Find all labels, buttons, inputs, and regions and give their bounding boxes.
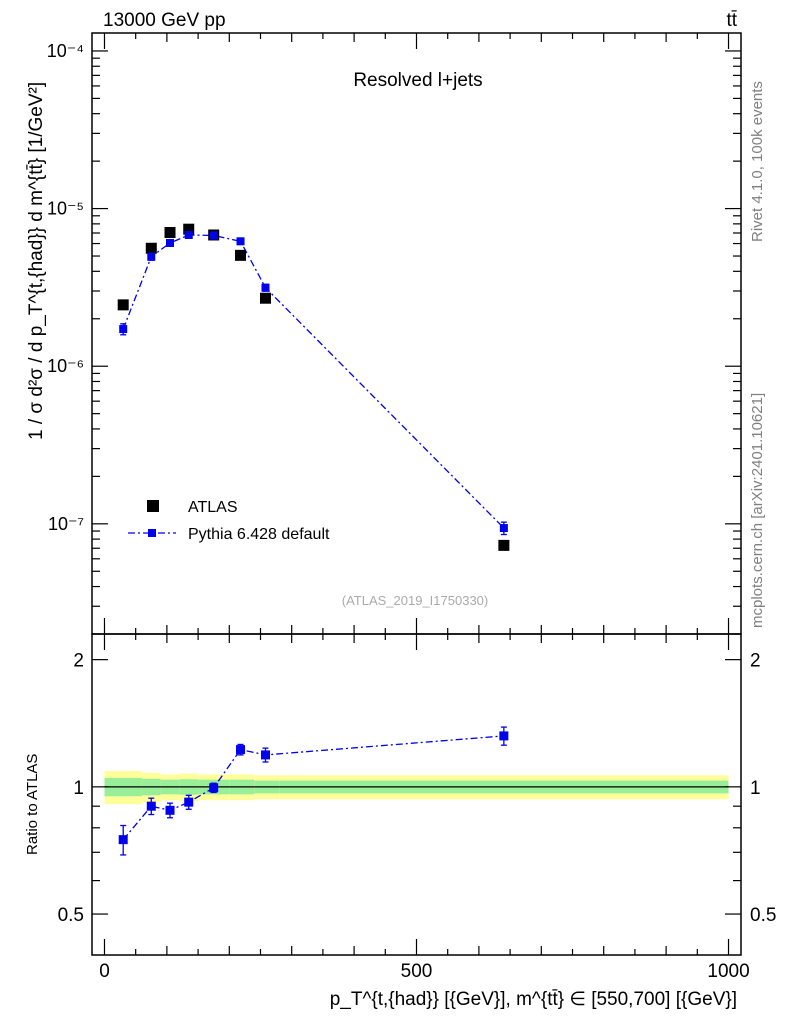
pythia-series-line xyxy=(122,234,505,529)
ratio-data-point xyxy=(499,731,509,741)
ratio-y-tick-label-right: 1 xyxy=(750,778,761,799)
ratio-y-tick-label-right: 0.5 xyxy=(750,905,776,926)
atlas-data-point xyxy=(164,227,176,239)
uncertainty-bands xyxy=(104,771,729,805)
ratio-data-point xyxy=(184,797,194,807)
analysis-watermark: (ATLAS_2019_I1750330) xyxy=(342,593,488,608)
y-tick-label: 10⁻⁶ xyxy=(47,356,84,376)
mcplots-source-label: mcplots.cern.ch [arXiv:2401.10621] xyxy=(749,393,766,628)
axis-ticks xyxy=(92,33,741,955)
data-marks xyxy=(117,223,510,856)
atlas-data-point xyxy=(183,223,195,235)
legend-atlas-label: ATLAS xyxy=(188,499,238,516)
plot-title: Resolved l+jets xyxy=(353,70,482,91)
ratio-data-point xyxy=(146,801,156,811)
ratio-y-tick-label: 0.5 xyxy=(58,905,84,926)
process-label: tt̄ xyxy=(726,10,737,31)
main-y-axis-title: 1 / σ d²σ / d p_T^{t,{had}} d m^{tt̄} [1… xyxy=(26,82,47,440)
pythia-data-point xyxy=(236,237,245,246)
ratio-y-tick-label: 1 xyxy=(73,778,84,799)
atlas-data-point xyxy=(259,292,271,304)
x-axis-title: p_T^{t,{had}} [{GeV}], m^{tt̄} ∈ [550,70… xyxy=(330,989,737,1010)
y-tick-label: 10⁻⁴ xyxy=(47,41,84,61)
pythia-data-point xyxy=(184,230,193,239)
pythia-data-point xyxy=(209,231,218,240)
ratio-data-point xyxy=(118,835,128,845)
legend-pythia-marker xyxy=(148,529,156,537)
ratio-y-tick-label-right: 2 xyxy=(750,651,761,672)
ratio-data-point xyxy=(236,745,246,755)
pythia-data-point xyxy=(119,325,128,334)
ratio-y-tick-label: 2 xyxy=(73,651,84,672)
ratio-data-point xyxy=(260,750,270,760)
rivet-version-label: Rivet 4.1.0, 100k events xyxy=(749,81,766,242)
atlas-data-point xyxy=(498,539,510,551)
pythia-data-point xyxy=(147,252,156,261)
legend-pythia-label: Pythia 6.428 default xyxy=(188,526,330,543)
pythia-data-point xyxy=(166,238,175,247)
pythia-data-point xyxy=(261,283,270,292)
atlas-data-point xyxy=(235,249,247,261)
ratio-y-axis-title: Ratio to ATLAS xyxy=(24,754,41,855)
y-tick-label: 10⁻⁵ xyxy=(47,199,84,219)
atlas-data-point xyxy=(145,242,157,254)
atlas-data-point xyxy=(117,299,129,311)
energy-label: 13000 GeV pp xyxy=(103,10,226,31)
ratio-data-point xyxy=(209,783,219,793)
pythia-data-point xyxy=(499,524,508,533)
ratio-data-point xyxy=(165,805,175,815)
legend-atlas-marker xyxy=(147,500,159,512)
x-tick-label: 500 xyxy=(401,961,433,982)
main-plot-frame xyxy=(91,32,742,635)
x-tick-label: 0 xyxy=(99,961,110,982)
y-tick-label: 10⁻⁷ xyxy=(48,514,84,534)
x-tick-label: 1000 xyxy=(707,961,749,982)
